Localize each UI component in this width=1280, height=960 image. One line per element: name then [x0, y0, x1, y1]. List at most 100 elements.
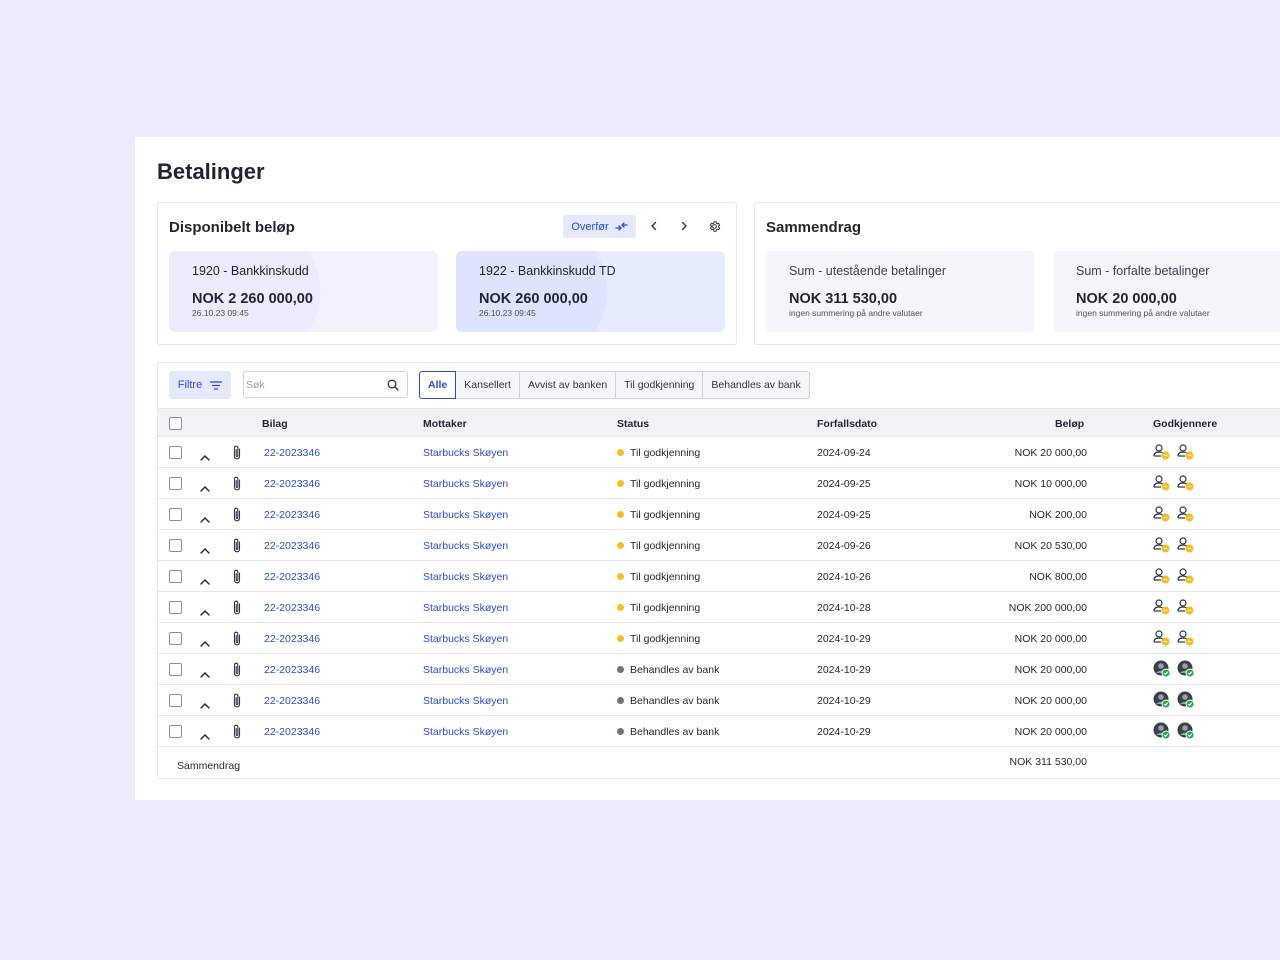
- approver-avatar[interactable]: [1153, 567, 1171, 585]
- approver-avatar[interactable]: [1153, 474, 1171, 492]
- approver-avatar[interactable]: [1153, 722, 1171, 740]
- search-icon[interactable]: [387, 379, 399, 391]
- expand-toggle[interactable]: [200, 572, 210, 590]
- mottaker-link[interactable]: Starbucks Skøyen: [423, 447, 509, 459]
- column-header-mottaker[interactable]: Mottaker: [423, 418, 467, 430]
- bilag-link[interactable]: 22-2023346: [264, 540, 321, 552]
- attachment-button[interactable]: [232, 662, 242, 682]
- row-checkbox[interactable]: [169, 601, 182, 614]
- approver-avatar[interactable]: [1153, 536, 1171, 554]
- mottaker-link[interactable]: Starbucks Skøyen: [423, 509, 509, 521]
- attachment-button[interactable]: [232, 600, 242, 620]
- approver-avatar[interactable]: [1177, 536, 1195, 554]
- bilag-link[interactable]: 22-2023346: [264, 509, 321, 521]
- bilag-link[interactable]: 22-2023346: [264, 478, 321, 490]
- attachment-button[interactable]: [232, 693, 242, 713]
- next-account-button[interactable]: [674, 216, 694, 236]
- approver-avatar[interactable]: [1177, 660, 1195, 678]
- attachment-button[interactable]: [232, 445, 242, 465]
- mottaker-link[interactable]: Starbucks Skøyen: [423, 602, 509, 614]
- mottaker-link[interactable]: Starbucks Skøyen: [423, 695, 509, 707]
- account-card[interactable]: 1922 - Bankkinskudd TD NOK 260 000,00 26…: [456, 251, 725, 332]
- row-checkbox[interactable]: [169, 539, 182, 552]
- bilag-link[interactable]: 22-2023346: [264, 633, 321, 645]
- table-row[interactable]: 22-2023346 Starbucks Skøyen Behandles av…: [158, 716, 1280, 747]
- attachment-button[interactable]: [232, 724, 242, 744]
- column-header-bilag[interactable]: Bilag: [262, 418, 288, 430]
- tab-alle[interactable]: Alle: [419, 371, 457, 399]
- mottaker-link[interactable]: Starbucks Skøyen: [423, 664, 509, 676]
- approver-avatar[interactable]: [1177, 629, 1195, 647]
- column-header-forfallsdato[interactable]: Forfallsdato: [817, 418, 878, 430]
- table-row[interactable]: 22-2023346 Starbucks Skøyen Til godkjenn…: [158, 530, 1280, 561]
- transfer-button[interactable]: Overfør: [563, 215, 636, 238]
- row-checkbox[interactable]: [169, 570, 182, 583]
- mottaker-link[interactable]: Starbucks Skøyen: [423, 540, 509, 552]
- table-row[interactable]: 22-2023346 Starbucks Skøyen Til godkjenn…: [158, 437, 1280, 468]
- expand-toggle[interactable]: [200, 603, 210, 621]
- approver-avatar[interactable]: [1153, 691, 1171, 709]
- attachment-button[interactable]: [232, 569, 242, 589]
- expand-toggle[interactable]: [200, 510, 210, 528]
- table-row[interactable]: 22-2023346 Starbucks Skøyen Til godkjenn…: [158, 499, 1280, 530]
- bilag-link[interactable]: 22-2023346: [264, 447, 321, 459]
- attachment-button[interactable]: [232, 631, 242, 651]
- attachment-button[interactable]: [232, 476, 242, 496]
- attachment-button[interactable]: [232, 538, 242, 558]
- column-header-belop[interactable]: Beløp: [1055, 418, 1085, 430]
- table-row[interactable]: 22-2023346 Starbucks Skøyen Til godkjenn…: [158, 592, 1280, 623]
- mottaker-link[interactable]: Starbucks Skøyen: [423, 633, 509, 645]
- expand-toggle[interactable]: [200, 541, 210, 559]
- approver-avatar[interactable]: [1177, 443, 1195, 461]
- expand-toggle[interactable]: [200, 479, 210, 497]
- row-checkbox[interactable]: [169, 663, 182, 676]
- approver-avatar[interactable]: [1177, 505, 1195, 523]
- approver-avatar[interactable]: [1177, 598, 1195, 616]
- row-checkbox[interactable]: [169, 694, 182, 707]
- tab-avvist-av-banken[interactable]: Avvist av banken: [519, 371, 617, 399]
- expand-toggle[interactable]: [200, 448, 210, 466]
- mottaker-link[interactable]: Starbucks Skøyen: [423, 478, 509, 490]
- bilag-link[interactable]: 22-2023346: [264, 664, 321, 676]
- table-row[interactable]: 22-2023346 Starbucks Skøyen Behandles av…: [158, 654, 1280, 685]
- row-checkbox[interactable]: [169, 632, 182, 645]
- approver-avatar[interactable]: [1177, 567, 1195, 585]
- tab-til-godkjenning[interactable]: Til godkjenning: [616, 371, 704, 399]
- mottaker-link[interactable]: Starbucks Skøyen: [423, 571, 509, 583]
- mottaker-link[interactable]: Starbucks Skøyen: [423, 726, 509, 738]
- expand-toggle[interactable]: [200, 696, 210, 714]
- approver-avatar[interactable]: [1153, 505, 1171, 523]
- expand-toggle[interactable]: [200, 634, 210, 652]
- approver-avatar[interactable]: [1153, 598, 1171, 616]
- prev-account-button[interactable]: [644, 216, 664, 236]
- account-card[interactable]: 1920 - Bankkinskudd NOK 2 260 000,00 26.…: [169, 251, 438, 332]
- bilag-link[interactable]: 22-2023346: [264, 695, 321, 707]
- approver-avatar[interactable]: [1177, 474, 1195, 492]
- row-checkbox[interactable]: [169, 477, 182, 490]
- expand-toggle[interactable]: [200, 665, 210, 683]
- table-row[interactable]: 22-2023346 Starbucks Skøyen Til godkjenn…: [158, 468, 1280, 499]
- search-input[interactable]: [246, 378, 366, 391]
- approver-avatar[interactable]: [1177, 691, 1195, 709]
- column-header-status[interactable]: Status: [617, 418, 650, 430]
- table-row[interactable]: 22-2023346 Starbucks Skøyen Behandles av…: [158, 685, 1280, 716]
- tab-kansellert[interactable]: Kansellert: [456, 371, 520, 399]
- approver-avatar[interactable]: [1177, 722, 1195, 740]
- column-header-godkjennere[interactable]: Godkjennere: [1153, 418, 1218, 430]
- tab-behandles-av-bank[interactable]: Behandles av bank: [703, 371, 810, 399]
- attachment-button[interactable]: [232, 507, 242, 527]
- bilag-link[interactable]: 22-2023346: [264, 602, 321, 614]
- table-row[interactable]: 22-2023346 Starbucks Skøyen Til godkjenn…: [158, 561, 1280, 592]
- expand-toggle[interactable]: [200, 727, 210, 745]
- approver-avatar[interactable]: [1153, 660, 1171, 678]
- table-row[interactable]: 22-2023346 Starbucks Skøyen Til godkjenn…: [158, 623, 1280, 654]
- bilag-link[interactable]: 22-2023346: [264, 726, 321, 738]
- row-checkbox[interactable]: [169, 446, 182, 459]
- settings-button[interactable]: [704, 216, 724, 236]
- approver-avatar[interactable]: [1153, 629, 1171, 647]
- row-checkbox[interactable]: [169, 508, 182, 521]
- row-checkbox[interactable]: [169, 725, 182, 738]
- select-all-checkbox[interactable]: [169, 417, 182, 430]
- filter-button[interactable]: Filtre: [169, 371, 231, 399]
- approver-avatar[interactable]: [1153, 443, 1171, 461]
